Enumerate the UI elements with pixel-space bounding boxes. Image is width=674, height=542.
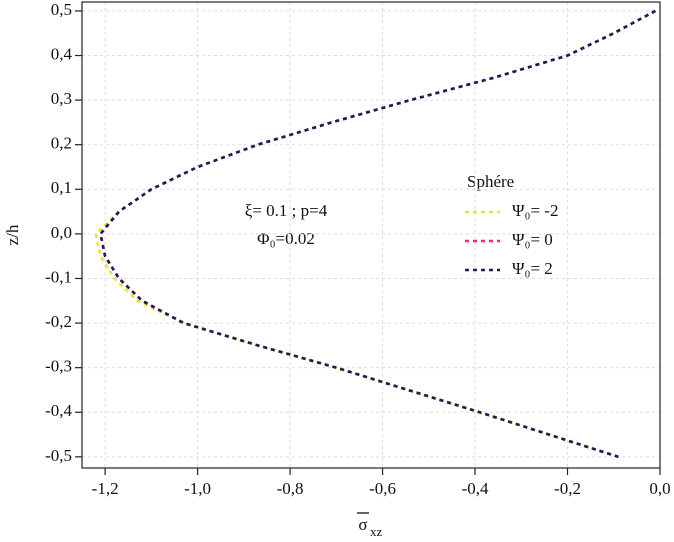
x-tick-label: -0,8: [277, 479, 304, 498]
x-tick-label: 0,0: [649, 479, 670, 498]
y-tick-label: 0,0: [51, 223, 72, 242]
legend-label: Ψ₀= -2: [512, 201, 558, 220]
y-tick-label: 0,4: [51, 44, 73, 63]
x-tick-label: -0,2: [554, 479, 581, 498]
y-tick-label: -0,3: [45, 357, 72, 376]
y-tick-label: 0,3: [51, 89, 72, 108]
y-tick-label: 0,1: [51, 178, 72, 197]
x-tick-label: -1,2: [92, 479, 119, 498]
x-tick-label: -0,6: [369, 479, 396, 498]
y-tick-label: -0,4: [45, 401, 72, 420]
y-tick-label: -0,5: [45, 446, 72, 465]
x-tick-label: -1,0: [184, 479, 211, 498]
annotation: Φ₀=0.02: [257, 229, 315, 248]
plot-frame: [81, 1, 661, 469]
y-axis-label: z/h: [3, 224, 22, 245]
legend-title: Sphére: [467, 172, 514, 191]
legend-label: Ψ₀= 0: [512, 230, 553, 249]
legend-label: Ψ₀= 2: [512, 259, 553, 278]
y-tick-label: 0,2: [51, 134, 72, 153]
x-tick-label: -0,4: [462, 479, 489, 498]
y-tick-label: -0,1: [45, 267, 72, 286]
y-tick-label: -0,2: [45, 312, 72, 331]
y-tick-label: 0,5: [51, 0, 72, 19]
x-axis-label-subscript: xz: [370, 524, 383, 539]
x-axis-label: σ: [358, 515, 367, 534]
annotation: ξ= 0.1 ; p=4: [245, 201, 328, 220]
